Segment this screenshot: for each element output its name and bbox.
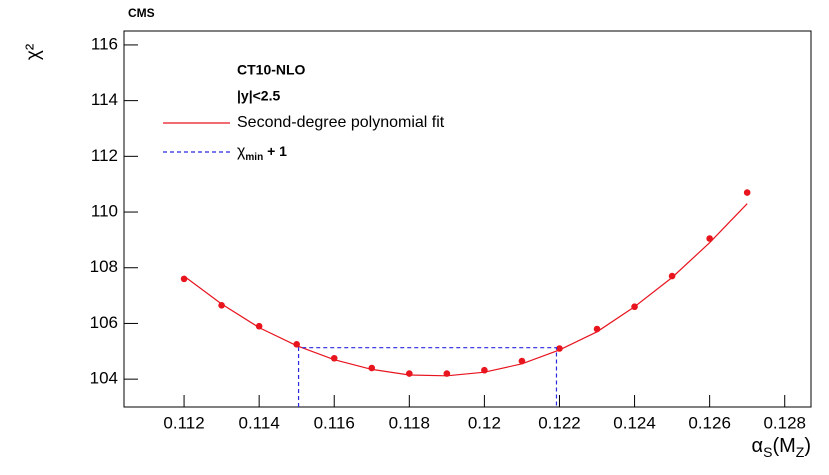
legend-label: Second-degree polynomial fit bbox=[237, 114, 445, 131]
x-tick-label: 0.118 bbox=[389, 413, 430, 432]
data-point bbox=[218, 302, 225, 309]
legend-label-part: + 1 bbox=[263, 143, 287, 159]
plot-frame bbox=[123, 30, 812, 408]
x-tick-label: 0.122 bbox=[538, 413, 581, 432]
legend-label-part: χ bbox=[237, 143, 246, 160]
x-axis-label-part: (M bbox=[772, 435, 795, 457]
legend-header: |y|<2.5 bbox=[237, 88, 280, 104]
legend-label-sub: min bbox=[245, 152, 263, 163]
chart-title: CMS bbox=[128, 6, 155, 20]
legend-header: CT10-NLO bbox=[237, 62, 306, 78]
x-tick-label: 0.112 bbox=[163, 413, 204, 432]
fit-line bbox=[183, 203, 748, 377]
x-tick-label: 0.128 bbox=[763, 413, 806, 432]
legend-label: χmin + 1 bbox=[237, 143, 287, 163]
x-tick-label: 0.116 bbox=[314, 413, 355, 432]
y-tick-label: 104 bbox=[90, 369, 118, 388]
legend-label-part: Second-degree polynomial fit bbox=[237, 114, 445, 131]
x-axis-label-part: α bbox=[752, 435, 764, 457]
chi-min-plus-one-line bbox=[297, 347, 558, 407]
y-axis-label: χ² bbox=[23, 44, 44, 60]
data-point bbox=[406, 370, 413, 377]
y-tick-label: 112 bbox=[91, 146, 118, 165]
y-tick-label: 108 bbox=[90, 257, 118, 276]
x-tick-label: 0.12 bbox=[468, 413, 501, 432]
x-tick-label: 0.124 bbox=[613, 413, 656, 432]
data-point bbox=[668, 272, 676, 280]
x-axis-label-part: Z bbox=[796, 444, 805, 460]
y-tick-label: 116 bbox=[91, 34, 118, 53]
y-tick-label: 106 bbox=[90, 313, 118, 332]
data-point bbox=[743, 189, 751, 196]
x-axis-label-part: ) bbox=[804, 435, 811, 457]
x-axis-label: αS(MZ) bbox=[752, 435, 811, 459]
x-axis-label-part: S bbox=[763, 444, 772, 460]
x-tick-label: 0.114 bbox=[239, 413, 280, 432]
x-tick-label: 0.126 bbox=[688, 413, 731, 432]
y-tick-label: 110 bbox=[91, 202, 118, 221]
y-tick-label: 114 bbox=[91, 90, 118, 109]
